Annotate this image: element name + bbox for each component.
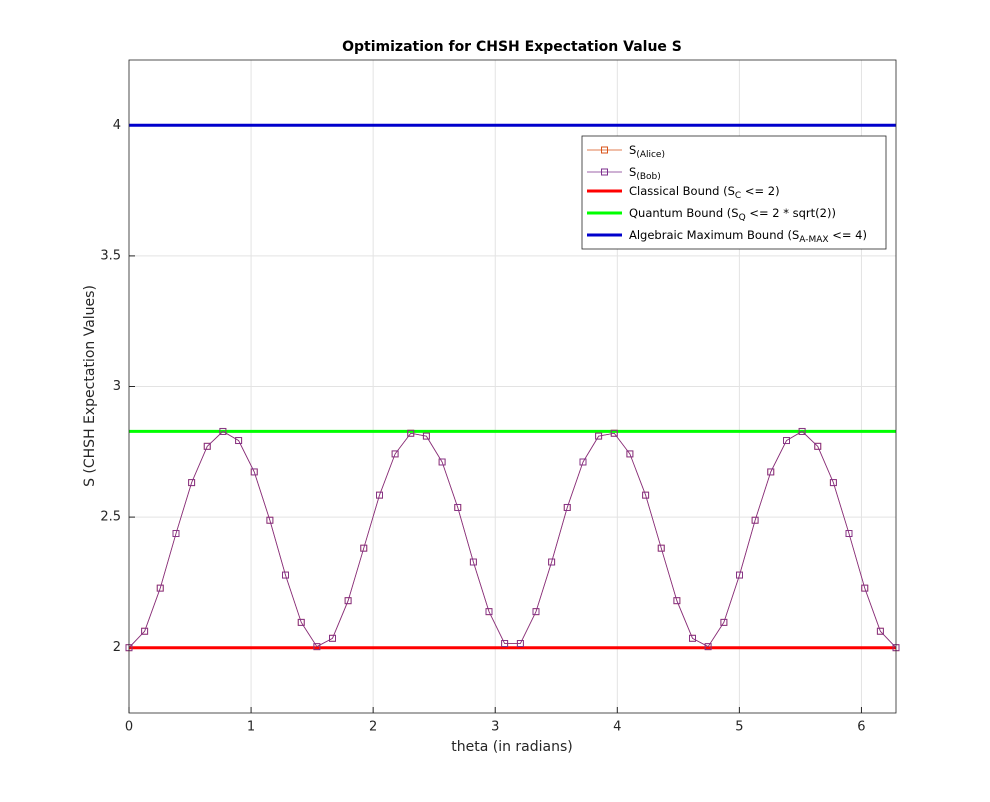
data-point bbox=[407, 429, 415, 437]
data-point bbox=[814, 442, 822, 450]
y-tick-label: 2 bbox=[113, 640, 121, 655]
data-point bbox=[642, 491, 650, 499]
legend-text: <= 2) bbox=[741, 184, 779, 198]
data-point bbox=[188, 479, 196, 487]
data-point bbox=[673, 597, 681, 605]
legend-box bbox=[581, 135, 887, 250]
data-point bbox=[454, 503, 462, 511]
legend-marker bbox=[601, 146, 608, 154]
data-point bbox=[626, 450, 634, 458]
y-tick-label: 3.5 bbox=[100, 248, 121, 263]
data-point bbox=[501, 640, 509, 647]
data-point bbox=[610, 429, 618, 437]
data-point bbox=[845, 530, 853, 538]
x-tick-label: 4 bbox=[613, 720, 621, 735]
data-point bbox=[704, 643, 712, 651]
x-tick-label: 3 bbox=[491, 720, 499, 735]
legend-text: (Bob) bbox=[636, 172, 660, 182]
data-point bbox=[329, 634, 336, 642]
legend-label: Quantum Bound (SQ <= 2 * sqrt(2)) bbox=[629, 206, 836, 223]
legend-label: Algebraic Maximum Bound (SA-MAX <= 4) bbox=[629, 228, 867, 245]
data-point bbox=[532, 608, 540, 616]
data-point bbox=[219, 427, 227, 435]
y-tick-label: 3 bbox=[113, 379, 121, 394]
data-point bbox=[736, 571, 743, 579]
x-axis-label: theta (in radians) bbox=[451, 739, 573, 755]
data-point bbox=[235, 437, 243, 445]
legend-marker bbox=[601, 168, 608, 176]
axes-box bbox=[128, 59, 897, 714]
legend-label: S(Alice) bbox=[629, 143, 665, 160]
x-tick-label: 5 bbox=[735, 720, 743, 735]
data-point bbox=[438, 458, 446, 466]
data-point bbox=[203, 442, 211, 450]
legend-text: Classical Bound (S bbox=[629, 184, 735, 198]
data-point bbox=[360, 544, 368, 552]
data-point bbox=[516, 640, 524, 647]
data-point bbox=[876, 627, 884, 635]
data-point bbox=[344, 597, 352, 605]
legend-text: <= 4) bbox=[829, 228, 867, 242]
data-point bbox=[767, 468, 775, 476]
data-point bbox=[485, 608, 493, 616]
data-point bbox=[297, 618, 305, 626]
x-tick-label: 2 bbox=[369, 720, 377, 735]
data-point bbox=[250, 468, 258, 476]
data-point bbox=[156, 584, 164, 592]
data-point bbox=[798, 427, 806, 435]
legend-text: Q bbox=[739, 213, 746, 223]
legend-text: C bbox=[735, 191, 741, 201]
data-point bbox=[391, 450, 399, 458]
data-point bbox=[720, 618, 728, 626]
legend-text: A-MAX bbox=[799, 235, 828, 245]
legend-text: Algebraic Maximum Bound (S bbox=[629, 228, 799, 242]
data-point bbox=[548, 558, 556, 566]
x-tick-label: 0 bbox=[125, 720, 133, 735]
data-point bbox=[657, 544, 665, 552]
data-point bbox=[313, 643, 321, 651]
legend-text: <= 2 * sqrt(2)) bbox=[746, 206, 836, 220]
data-point bbox=[861, 584, 869, 592]
legend-text: Quantum Bound (S bbox=[629, 206, 739, 220]
data-point bbox=[595, 432, 603, 440]
data-point bbox=[783, 437, 790, 445]
data-point bbox=[751, 516, 759, 524]
series-line bbox=[128, 430, 897, 648]
data-point bbox=[689, 634, 696, 642]
x-tick-label: 6 bbox=[857, 720, 865, 735]
data-point bbox=[172, 530, 180, 538]
data-point bbox=[829, 479, 837, 487]
data-point bbox=[266, 516, 274, 524]
legend-label: S(Bob) bbox=[629, 165, 661, 182]
data-point bbox=[469, 558, 477, 566]
data-point bbox=[579, 458, 587, 466]
legend-label: Classical Bound (SC <= 2) bbox=[629, 184, 780, 201]
y-tick-label: 4 bbox=[113, 118, 121, 133]
y-axis-label: S (CHSH Expectation Values) bbox=[82, 285, 98, 487]
data-point bbox=[282, 571, 289, 579]
legend-text: S bbox=[629, 165, 636, 179]
legend-text: S bbox=[629, 143, 636, 157]
data-point bbox=[422, 432, 430, 440]
legend-text: (Alice) bbox=[636, 150, 665, 160]
data-point bbox=[563, 503, 571, 511]
data-point bbox=[376, 491, 383, 499]
chart-title: Optimization for CHSH Expectation Value … bbox=[342, 39, 682, 55]
x-tick-label: 1 bbox=[247, 720, 255, 735]
data-point bbox=[141, 627, 149, 635]
y-tick-label: 2.5 bbox=[100, 510, 121, 525]
